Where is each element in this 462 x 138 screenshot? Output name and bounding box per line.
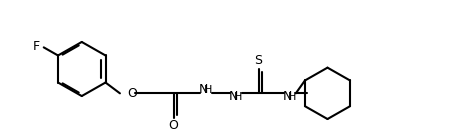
Text: O: O bbox=[127, 87, 137, 100]
Text: S: S bbox=[255, 54, 262, 67]
Text: F: F bbox=[33, 39, 40, 53]
Text: N: N bbox=[282, 90, 292, 103]
Text: N: N bbox=[229, 90, 238, 103]
Text: H: H bbox=[234, 92, 243, 102]
Text: O: O bbox=[169, 119, 179, 132]
Text: N: N bbox=[199, 83, 208, 96]
Text: H: H bbox=[288, 92, 296, 102]
Text: H: H bbox=[204, 85, 213, 95]
